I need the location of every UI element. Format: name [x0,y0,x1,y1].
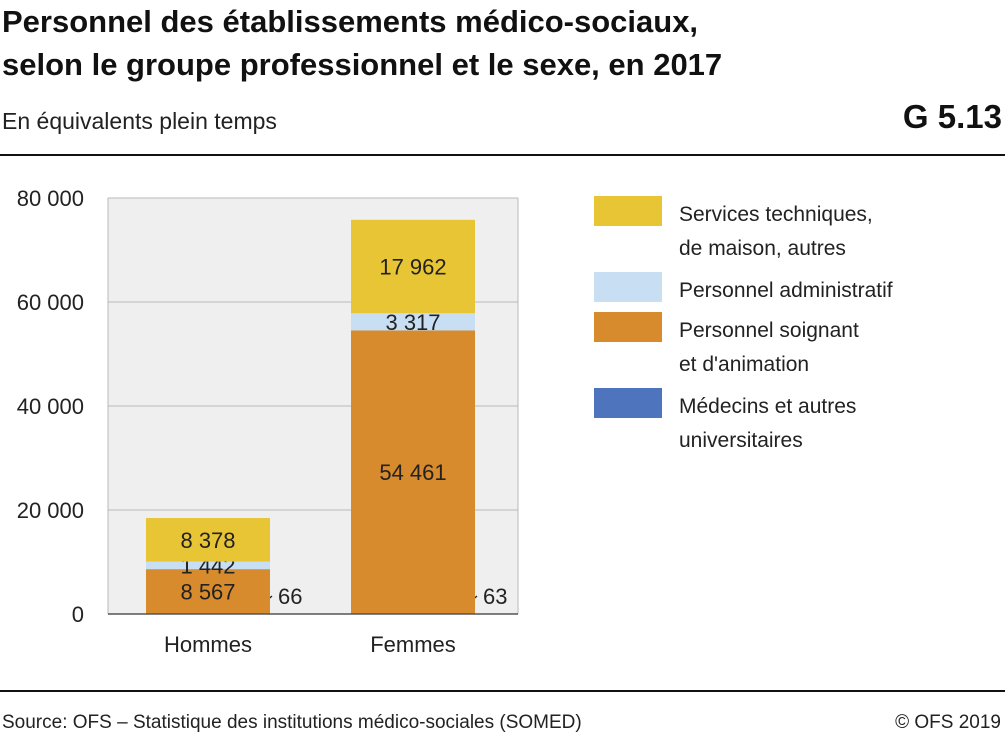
data-label: 66 [278,584,302,609]
bar-segment [351,330,475,614]
data-label: 63 [483,584,507,609]
legend-label: Services techniques, de maison, autres [679,203,873,260]
source-note: Source: OFS – Statistique des institutio… [2,712,582,733]
figure-number: G 5.13 [902,98,1002,135]
y-tick-label: 0 [72,602,84,627]
top-divider [0,154,1005,156]
x-tick-label: Hommes [164,632,252,657]
y-tick-label: 60 000 [17,290,84,315]
chart-title-line-2: selon le groupe professionnel et le sexe… [2,47,723,82]
data-label: 8 378 [180,528,235,553]
data-label: 8 567 [180,579,235,604]
bottom-divider [0,690,1005,692]
data-label: 54 461 [379,460,446,485]
bar-segment [351,313,475,331]
legend-swatch [594,388,662,418]
y-tick-label: 40 000 [17,394,84,419]
bar-segment [146,569,270,614]
legend-swatch [594,196,662,226]
y-tick-label: 20 000 [17,498,84,523]
legend-swatch [594,312,662,342]
legend-label: Médecins et autres universitaires [679,395,857,452]
y-tick-label: 80 000 [17,186,84,211]
bar-segment [146,518,270,562]
legend-label: Personnel administratif [679,279,893,302]
bar-segment [351,219,475,314]
data-label: 17 962 [379,255,446,280]
copyright-note: © OFS 2019 [895,712,1001,733]
legend-label: Personnel soignant et d'animation [679,319,859,376]
data-label: 3 317 [385,310,440,335]
chart-title: Personnel des établissements médico-soci… [2,0,902,86]
legend-swatch [594,272,662,302]
x-tick-label: Femmes [370,632,456,657]
bar-segment [146,561,270,570]
chart-subtitle: En équivalents plein temps [2,108,277,134]
chart-title-line-1: Personnel des établissements médico-soci… [2,4,699,39]
